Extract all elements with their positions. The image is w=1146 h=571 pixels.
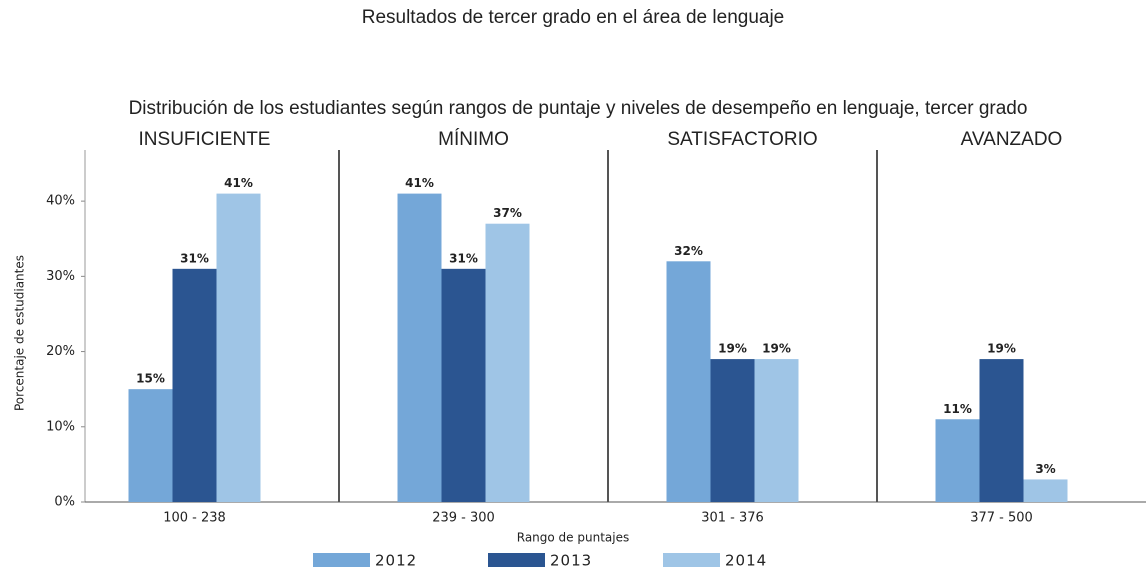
x-tick-label: 239 - 300 (432, 511, 495, 526)
bar (979, 359, 1024, 502)
y-tick-label: 20% (46, 344, 75, 359)
data-label: 32% (674, 244, 703, 258)
bar (441, 268, 486, 502)
data-label: 31% (449, 251, 478, 265)
bar (710, 359, 755, 502)
bar (172, 268, 217, 502)
chart-title: Resultados de tercer grado en el área de… (362, 7, 785, 28)
data-label: 19% (718, 342, 747, 356)
chart-subtitle: Distribución de los estudiantes según ra… (129, 98, 1028, 119)
x-axis-label: Rango de puntajes (517, 531, 629, 545)
bar (666, 261, 711, 502)
data-label: 31% (180, 251, 209, 265)
group-label: AVANZADO (961, 129, 1063, 150)
data-label: 19% (762, 342, 791, 356)
data-label: 11% (943, 402, 972, 416)
data-label: 41% (405, 176, 434, 190)
data-label: 19% (987, 342, 1016, 356)
group-label: MÍNIMO (438, 129, 509, 150)
legend-label: 2013 (550, 552, 592, 570)
data-label: 15% (136, 372, 165, 386)
x-tick-label: 301 - 376 (701, 511, 764, 526)
bar (935, 419, 980, 502)
legend-label: 2012 (375, 552, 417, 570)
data-label: 37% (493, 206, 522, 220)
x-tick-label: 100 - 238 (163, 511, 226, 526)
bar (485, 223, 530, 502)
bar (397, 193, 442, 502)
data-label: 3% (1035, 462, 1055, 476)
y-tick-label: 0% (54, 495, 75, 510)
legend-swatch (313, 553, 370, 567)
legend-swatch (488, 553, 545, 567)
data-label: 41% (224, 176, 253, 190)
legend-swatch (663, 553, 720, 567)
group-label: INSUFICIENTE (139, 129, 271, 150)
bar (216, 193, 261, 502)
y-tick-label: 30% (46, 269, 75, 284)
bar (754, 359, 799, 502)
group-label: SATISFACTORIO (667, 129, 817, 150)
bar (128, 389, 173, 502)
y-tick-label: 10% (46, 419, 75, 434)
bar (1023, 479, 1068, 502)
legend-label: 2014 (725, 552, 767, 570)
y-axis-label: Porcentaje de estudiantes (13, 255, 27, 411)
y-tick-label: 40% (46, 194, 75, 209)
x-tick-label: 377 - 500 (970, 511, 1033, 526)
